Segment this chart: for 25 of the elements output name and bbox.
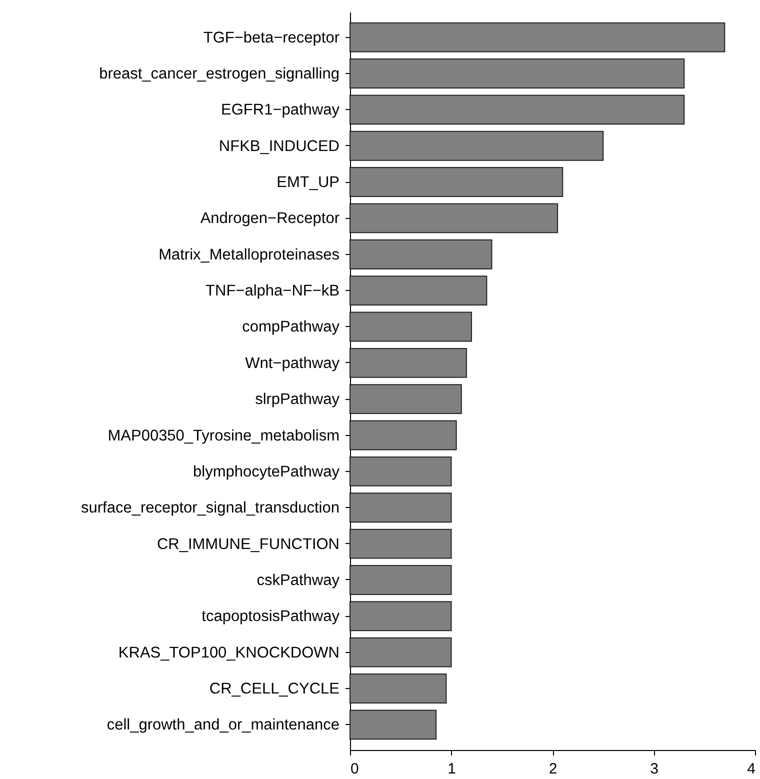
y-tick-label: EGFR1−pathway — [221, 102, 340, 119]
y-tick-label: Matrix_Metalloproteinases — [158, 246, 340, 264]
x-tick-label: 4 — [747, 760, 756, 778]
y-tick-label: CR_IMMUNE_FUNCTION — [156, 536, 340, 553]
y-tick-label: Wnt−pathway — [245, 354, 340, 372]
y-tick-label: cell_growth_and_or_maintenance — [106, 716, 340, 734]
y-tick-label: compPathway — [242, 318, 340, 336]
x-tick-label: 2 — [548, 760, 558, 778]
y-tick-label: TNF−alpha−NF−kB — [206, 282, 340, 300]
y-tick-label: slrpPathway — [255, 391, 340, 408]
y-tick-label: MAP00350_Tyrosine_metabolism — [108, 427, 340, 444]
y-tick-label: surface_receptor_signal_transduction — [81, 500, 340, 517]
y-tick-label: KRAS_TOP100_KNOCKDOWN — [118, 644, 340, 662]
y-tick-label: EMT_UP — [276, 174, 340, 192]
y-tick-label: breast_cancer_estrogen_signalling — [99, 66, 340, 82]
y-tick-label: NFKB_INDUCED — [218, 138, 340, 155]
x-tick-label: 3 — [650, 760, 658, 778]
y-tick-label: cskPathway — [256, 572, 340, 589]
y-tick-label: blymphocytePathway — [193, 463, 340, 480]
y-tick-label: Androgen−Receptor — [200, 210, 340, 228]
x-tick-label: 0 — [350, 760, 359, 778]
y-tick-label: TGF−beta−receptor — [203, 29, 340, 46]
x-tick-label: 1 — [448, 760, 456, 778]
y-tick-label: CR_CELL_CYCLE — [209, 680, 340, 698]
y-tick-label: tcapoptosisPathway — [202, 608, 340, 626]
